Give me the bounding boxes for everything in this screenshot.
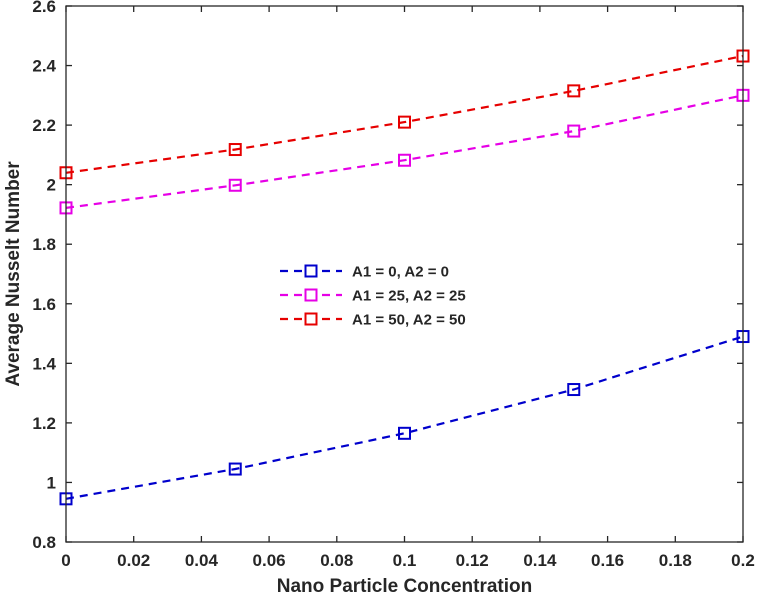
series-line-1 bbox=[65, 94, 744, 209]
data-point-1-1 bbox=[228, 178, 242, 192]
y-tick-label: 1.4 bbox=[32, 354, 56, 373]
y-axis-label: Average Nusselt Number bbox=[3, 161, 24, 387]
x-tick-label: 0.04 bbox=[185, 551, 219, 570]
series-line-0 bbox=[65, 335, 744, 500]
data-point-2-1 bbox=[228, 143, 242, 157]
legend-marker-2 bbox=[304, 312, 318, 326]
x-tick-label: 0.16 bbox=[591, 551, 624, 570]
x-tick-label: 0.08 bbox=[320, 551, 353, 570]
legend-label-1: A1 = 25, A2 = 25 bbox=[352, 288, 466, 305]
x-tick-label: 0.2 bbox=[731, 551, 755, 570]
x-tick-label: 0 bbox=[61, 551, 70, 570]
y-tick-label: 2.4 bbox=[32, 57, 56, 76]
legend: A1 = 0, A2 = 0 A1 = 25, A2 = 25 A1 = 50, A… bbox=[280, 264, 466, 329]
y-tick-label: 0.8 bbox=[32, 533, 56, 552]
x-tick-label: 0.18 bbox=[659, 551, 692, 570]
x-tick-label: 0.02 bbox=[117, 551, 150, 570]
data-point-2-2 bbox=[398, 115, 411, 129]
data-point-0-2 bbox=[398, 426, 411, 440]
y-tick-label: 2.2 bbox=[32, 116, 56, 135]
data-point-2-3 bbox=[567, 84, 581, 98]
y-tick-label: 2.6 bbox=[32, 0, 56, 16]
series-layer bbox=[59, 49, 750, 506]
y-tick-label: 2 bbox=[47, 176, 56, 195]
plot-area bbox=[66, 6, 743, 542]
legend-label-2: A1 = 50, A2 = 50 bbox=[352, 312, 466, 329]
legend-label-0: A1 = 0, A2 = 0 bbox=[352, 264, 449, 281]
y-tick-label: 1.6 bbox=[32, 295, 56, 314]
y-tick-label: 1.8 bbox=[32, 235, 56, 254]
legend-marker-0 bbox=[304, 264, 318, 278]
data-point-0-3 bbox=[567, 383, 581, 397]
x-tick-label: 0.06 bbox=[253, 551, 286, 570]
x-tick-label: 0.12 bbox=[456, 551, 489, 570]
data-point-0-1 bbox=[228, 462, 242, 476]
x-tick-label: 0.1 bbox=[393, 551, 417, 570]
y-tick-label: 1.2 bbox=[32, 414, 56, 433]
x-tick-label: 0.14 bbox=[523, 551, 557, 570]
data-point-1-3 bbox=[567, 124, 581, 138]
y-tick-label: 1 bbox=[47, 473, 56, 492]
x-axis-label: Nano Particle Concentration bbox=[277, 576, 533, 597]
series-line-2 bbox=[65, 54, 744, 174]
axis-layer: 0 0.02 0.04 0.06 0.08 0.1 0.12 0.14 0.16 0.18 0.2 0… bbox=[32, 0, 754, 570]
data-point-1-2 bbox=[398, 153, 411, 167]
legend-marker-1 bbox=[304, 288, 318, 302]
